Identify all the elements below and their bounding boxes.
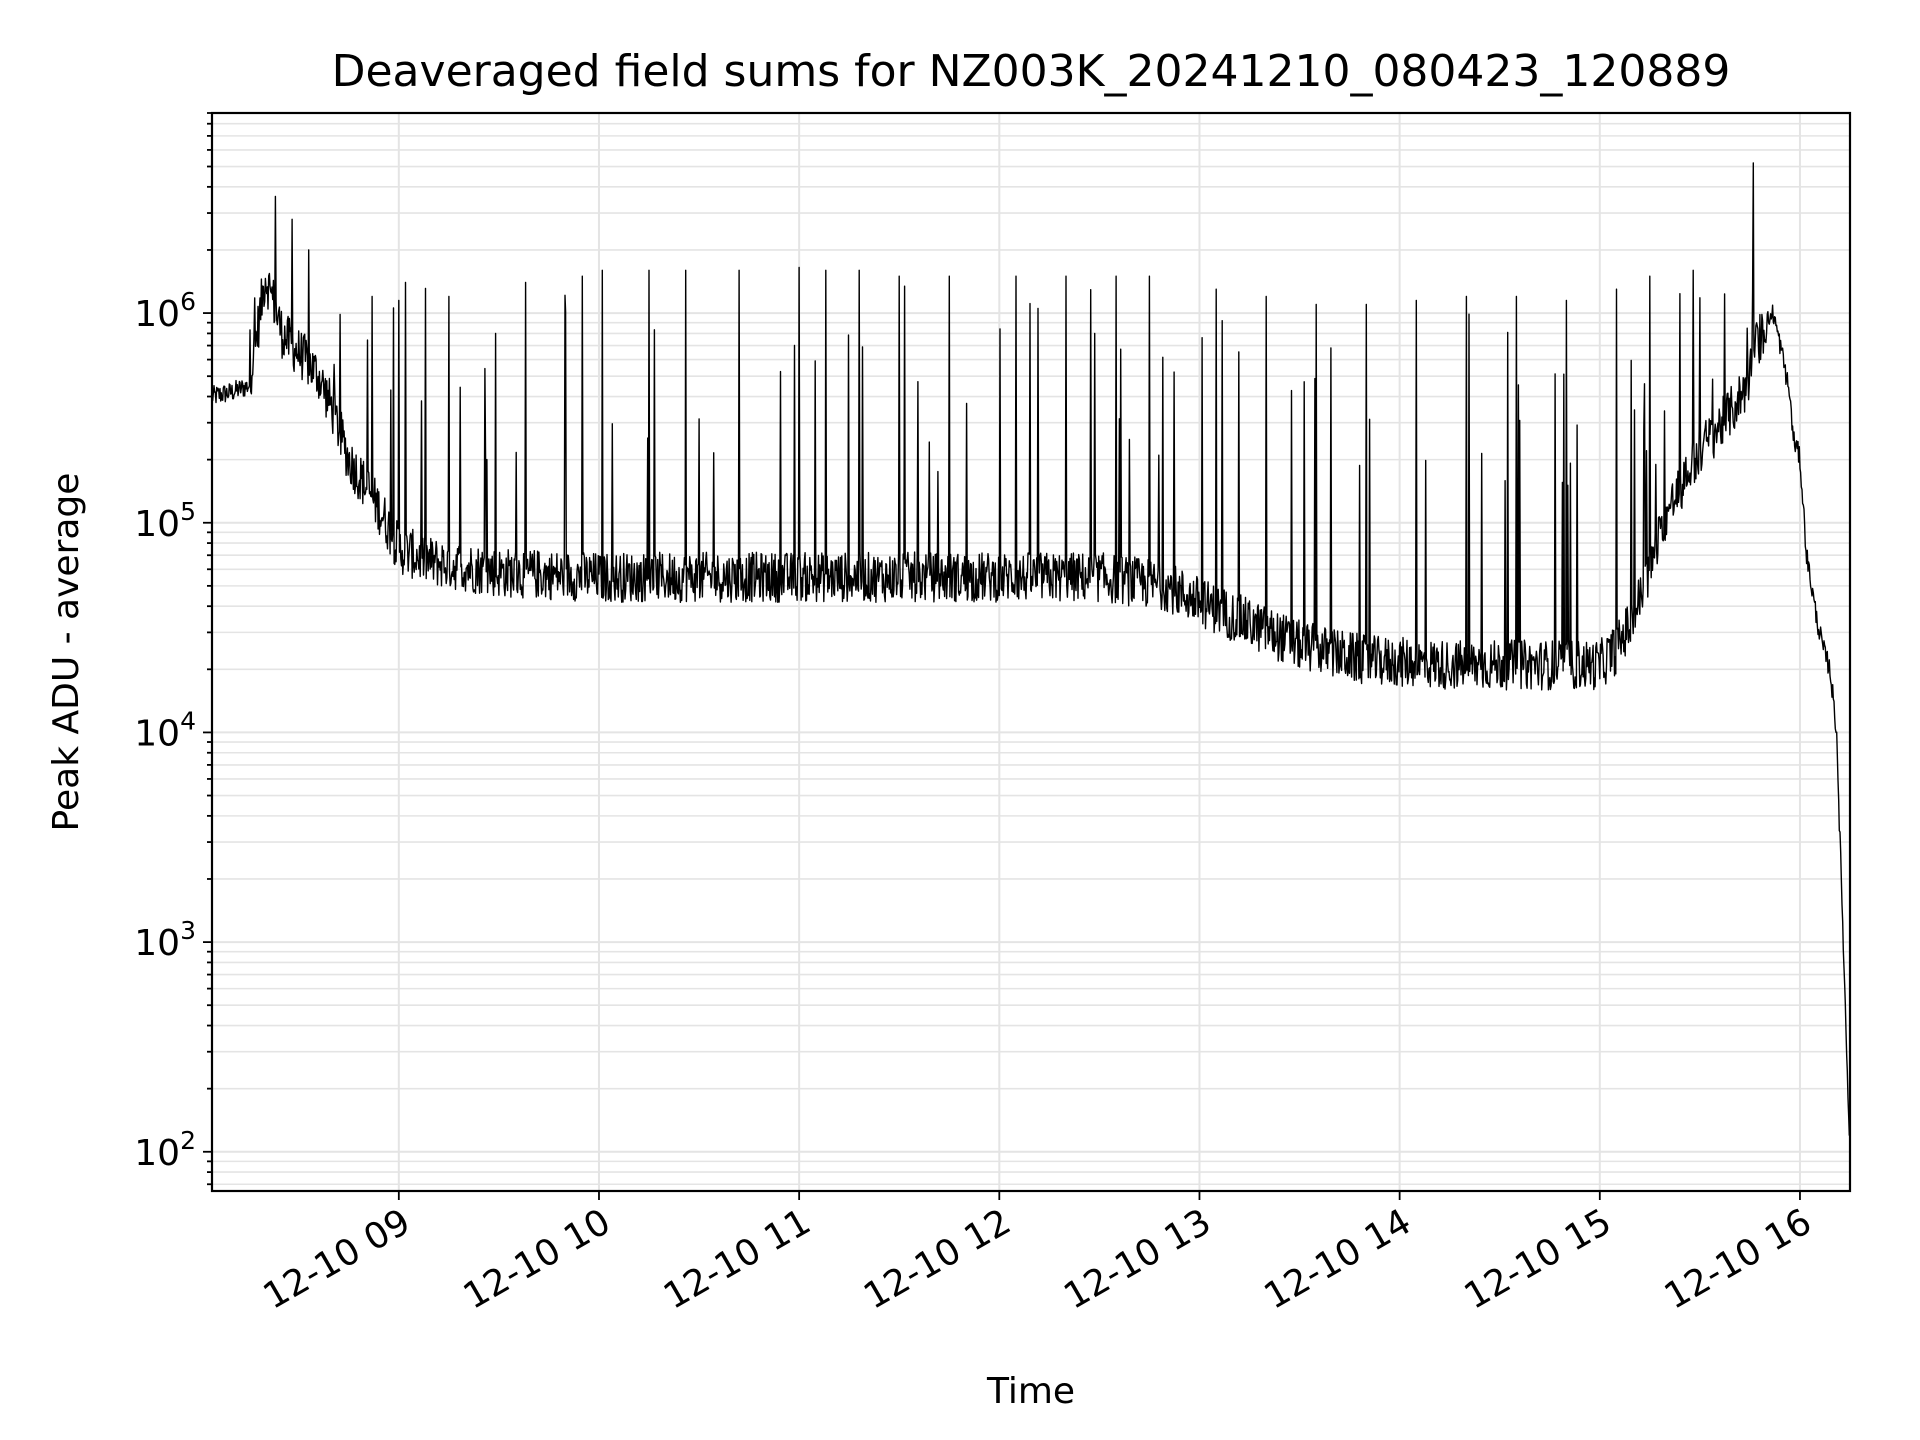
y-tick-label-base: 10 xyxy=(134,294,180,335)
y-tick-label-exponent: 5 xyxy=(180,497,196,526)
y-tick-label-exponent: 2 xyxy=(180,1126,196,1155)
chart-title: Deaveraged field sums for NZ003K_2024121… xyxy=(332,46,1731,97)
y-tick-label-exponent: 6 xyxy=(180,287,196,316)
y-axis-label: Peak ADU - average xyxy=(46,473,87,832)
plot-frame xyxy=(210,111,1852,1193)
y-tick-label-base: 10 xyxy=(134,713,180,754)
y-tick-label-base: 10 xyxy=(134,504,180,545)
y-tick-label: 106 xyxy=(134,287,196,335)
y-tick-label-base: 10 xyxy=(134,923,180,964)
y-tick-label-exponent: 3 xyxy=(180,916,196,945)
series-layer xyxy=(211,162,1850,1136)
y-tick-label-base: 10 xyxy=(134,1133,180,1174)
y-tick-label: 102 xyxy=(134,1126,196,1174)
y-tick-label-exponent: 4 xyxy=(180,706,196,735)
x-axis-label: Time xyxy=(986,1371,1075,1412)
series-line xyxy=(211,162,1850,1136)
y-tick-label: 104 xyxy=(134,706,196,754)
y-tick-label: 103 xyxy=(134,916,196,964)
y-tick-label: 105 xyxy=(134,497,196,545)
